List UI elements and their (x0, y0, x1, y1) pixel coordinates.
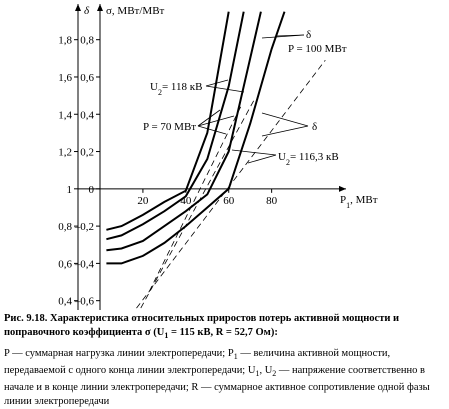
y2-tick-label: 1,4 (58, 109, 72, 121)
caption-sub: 1 (255, 369, 260, 379)
x-tick-label: 80 (266, 195, 278, 207)
y-axis-title: σ, МВт/МВт (106, 5, 165, 17)
x-tick-label: 40 (180, 195, 192, 207)
y-tick-label: –0,6 (74, 296, 95, 308)
caption-run: P — суммарная нагрузка линии электропере… (4, 348, 234, 360)
annotation-run: P = 100 МВт (288, 43, 347, 55)
y2-axis-title: δ (84, 5, 90, 17)
annotation-run: U (150, 81, 158, 93)
caption-run: — величина активной мощности, передаваем… (4, 348, 391, 377)
annotation: P = 100 МВт (288, 43, 347, 55)
caption-run: , U (259, 365, 273, 377)
y2-tick-label: 0,4 (58, 296, 72, 308)
annotation-run: = 118 кВ (162, 81, 202, 93)
annotation-run: P = 70 МВт (143, 121, 196, 133)
leader-line (197, 109, 221, 127)
leader-line (261, 112, 309, 127)
annotation-run: U (278, 151, 286, 163)
leader-line (261, 125, 309, 137)
x-axis-title: P1, МВт (340, 194, 378, 210)
x-axis-title-run: , МВт (350, 194, 378, 206)
annotation-run: = 116,3 кВ (290, 151, 339, 163)
caption-run: = 115 кВ, R = 52,7 Ом): (168, 327, 278, 338)
annotation: U2= 116,3 кВ (278, 151, 339, 167)
leader-line (197, 125, 227, 135)
caption-sub: 1 (233, 352, 238, 362)
y-tick-label: 0,8 (80, 35, 94, 47)
curve (106, 11, 262, 252)
y2-tick-label: 1,2 (58, 147, 72, 159)
dashed-line (148, 104, 242, 292)
leader-line (247, 154, 277, 164)
annotation: δ (312, 121, 317, 133)
leader-line (197, 115, 235, 127)
caption-run: Рис. 9.18. Характеристика относительных … (4, 313, 400, 338)
caption-sub: 2 (272, 369, 277, 379)
y2-tick-label: 1,8 (58, 35, 72, 47)
y2-tick-label: 0,8 (58, 221, 72, 233)
y-tick-label: –0,2 (74, 221, 94, 233)
leader-line (205, 85, 245, 93)
caption: Рис. 9.18. Характеристика относительных … (4, 312, 445, 409)
curve (106, 11, 245, 241)
y2-tick-label: 1,6 (58, 72, 72, 84)
y-tick-label: 0 (89, 184, 95, 196)
caption-sub: 1 (164, 331, 169, 341)
y-tick-label: 0,4 (80, 109, 94, 121)
caption-title: Рис. 9.18. Характеристика относительных … (4, 312, 445, 343)
annotation: U2= 118 кВ (150, 81, 202, 97)
x-axis-title-run: P (340, 194, 346, 206)
chart: –0,6 –0,4 –0,2 0 0,2 0,4 0,6 0,8 0,4 0,6 0,8 1 1,2 1,… (58, 4, 378, 310)
y2-tick-label: 1 (67, 184, 73, 196)
curve (106, 11, 286, 265)
leader-line (205, 79, 229, 87)
caption-run: — напряжение соответственно в начале и в… (4, 365, 430, 408)
curve (106, 11, 230, 231)
leader-line (231, 149, 277, 156)
dashed-line (136, 59, 326, 309)
annotation: P = 70 МВт (143, 121, 196, 133)
annotation-sub: 2 (286, 158, 290, 167)
annotation: δ (306, 29, 311, 41)
caption-body: P — суммарная нагрузка линии электропере… (4, 347, 445, 409)
x-tick-label: 60 (223, 195, 235, 207)
annotation-sub: 2 (158, 88, 162, 97)
x-tick-label: 20 (137, 195, 149, 207)
annotation-run: δ (306, 29, 311, 41)
y-tick-label: –0,4 (74, 258, 95, 270)
y-tick-label: 0,6 (80, 72, 94, 84)
y-tick-label: 0,2 (80, 147, 94, 159)
y2-tick-label: 0,6 (58, 258, 72, 270)
leader-line (275, 34, 305, 37)
x-axis-title-sub: 1 (346, 200, 350, 209)
annotation-run: δ (312, 121, 317, 133)
